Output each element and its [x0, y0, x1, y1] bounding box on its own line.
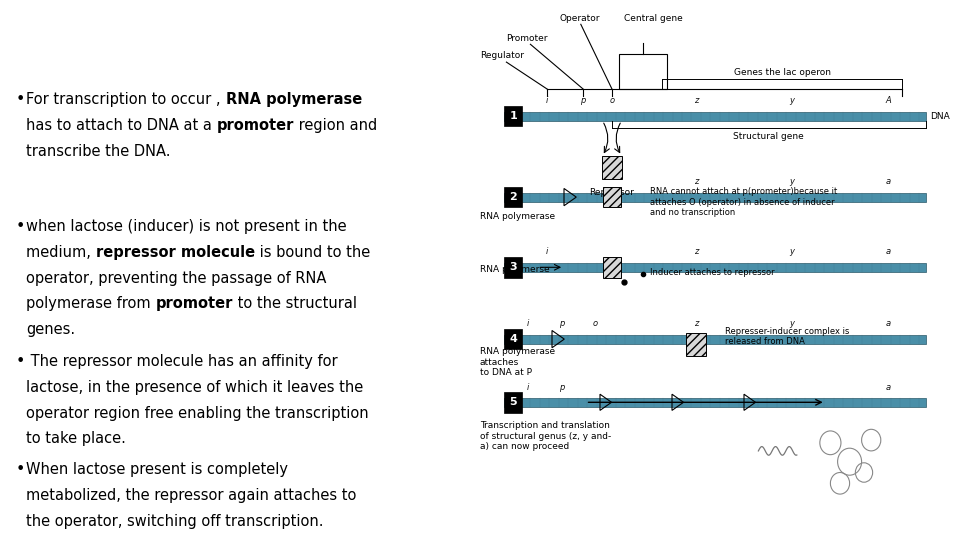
Text: For transcription to occur ,: For transcription to occur , — [26, 92, 226, 107]
Text: to take place.: to take place. — [26, 431, 127, 447]
Text: 4: 4 — [509, 334, 517, 344]
Text: when lactose (inducer) is not present in the: when lactose (inducer) is not present in… — [26, 219, 347, 234]
Text: DNA: DNA — [930, 112, 950, 120]
Bar — [603, 187, 621, 207]
Text: RNA polymerse: RNA polymerse — [480, 266, 550, 274]
Text: promoter: promoter — [217, 118, 295, 133]
Text: Regulator: Regulator — [480, 51, 524, 60]
Bar — [685, 333, 707, 356]
Text: operator, preventing the passage of RNA: operator, preventing the passage of RNA — [26, 271, 326, 286]
Text: o: o — [592, 319, 598, 328]
Text: Genes the lac operon: Genes the lac operon — [733, 68, 831, 77]
Text: z: z — [694, 177, 698, 186]
Text: z: z — [694, 96, 698, 105]
Bar — [504, 262, 926, 272]
Text: p: p — [559, 319, 564, 328]
Text: •: • — [15, 219, 25, 234]
Text: Transcription and translation
of structural genus (z, y and-
a) can now proceed: Transcription and translation of structu… — [480, 421, 612, 451]
Text: medium,: medium, — [26, 245, 96, 260]
Text: p: p — [581, 96, 586, 105]
Bar — [504, 187, 522, 207]
Bar — [619, 54, 667, 89]
Text: The repressor molecule has an affinity for: The repressor molecule has an affinity f… — [26, 354, 338, 369]
Text: •: • — [15, 354, 25, 369]
Text: Represser-inducer complex is
released from DNA: Represser-inducer complex is released fr… — [725, 327, 850, 346]
Text: RNA polymerase
attaches
to DNA at P: RNA polymerase attaches to DNA at P — [480, 347, 555, 377]
Text: i: i — [546, 96, 548, 105]
Text: o: o — [610, 96, 614, 105]
Bar — [504, 334, 926, 343]
Text: Operator: Operator — [559, 14, 600, 23]
Text: y: y — [789, 96, 795, 105]
Text: z: z — [694, 247, 698, 256]
Text: polymerase from: polymerase from — [26, 296, 156, 312]
Text: •: • — [15, 462, 25, 477]
Text: Inducer attaches to repressor: Inducer attaches to repressor — [651, 268, 775, 277]
Text: promoter: promoter — [156, 296, 233, 312]
Text: RNA polymerase: RNA polymerase — [480, 212, 555, 221]
Text: p: p — [559, 382, 564, 392]
Text: Promoter: Promoter — [507, 34, 548, 43]
Bar — [603, 257, 621, 278]
Text: 5: 5 — [510, 397, 516, 407]
Text: i: i — [546, 247, 548, 256]
Text: a: a — [885, 247, 891, 256]
Text: y: y — [789, 177, 795, 186]
Bar — [504, 257, 522, 278]
Text: a: a — [885, 177, 891, 186]
Text: to the structural: to the structural — [233, 296, 357, 312]
Text: 3: 3 — [510, 262, 516, 272]
Text: the operator, switching off transcription.: the operator, switching off transcriptio… — [26, 514, 324, 529]
Bar — [504, 192, 926, 201]
Text: A: A — [885, 96, 891, 105]
Text: RNA polymerase: RNA polymerase — [226, 92, 362, 107]
Text: Repressor: Repressor — [589, 188, 635, 197]
Text: transcribe the DNA.: transcribe the DNA. — [26, 144, 171, 159]
Text: genes.: genes. — [26, 322, 76, 338]
Text: i: i — [527, 382, 529, 392]
Bar — [602, 156, 622, 179]
Text: operator region free enabling the transcription: operator region free enabling the transc… — [26, 406, 369, 421]
Text: Structural gene: Structural gene — [732, 132, 804, 141]
Text: When lactose present is completely: When lactose present is completely — [26, 462, 288, 477]
Text: •: • — [15, 92, 25, 107]
Bar — [504, 111, 926, 120]
Text: RNA cannot attach at p(prometer)because it
attaches O (operator) in absence of i: RNA cannot attach at p(prometer)because … — [651, 187, 838, 217]
Text: repressor molecule: repressor molecule — [96, 245, 255, 260]
Text: i: i — [527, 319, 529, 328]
Text: has to attach to DNA at a: has to attach to DNA at a — [26, 118, 217, 133]
Text: lactose, in the presence of which it leaves the: lactose, in the presence of which it lea… — [26, 380, 364, 395]
Text: is bound to the: is bound to the — [255, 245, 371, 260]
Text: 2: 2 — [509, 192, 517, 202]
Text: y: y — [789, 247, 795, 256]
Text: metabolized, the repressor again attaches to: metabolized, the repressor again attache… — [26, 488, 357, 503]
Text: z: z — [694, 319, 698, 328]
Text: a: a — [885, 319, 891, 328]
Bar — [504, 329, 522, 349]
Text: region and: region and — [295, 118, 377, 133]
Text: 1: 1 — [509, 111, 517, 121]
Bar — [504, 106, 522, 126]
Text: y: y — [789, 319, 795, 328]
Text: Central gene: Central gene — [624, 14, 683, 23]
Text: a: a — [885, 382, 891, 392]
Bar — [504, 397, 926, 407]
Bar — [504, 392, 522, 413]
